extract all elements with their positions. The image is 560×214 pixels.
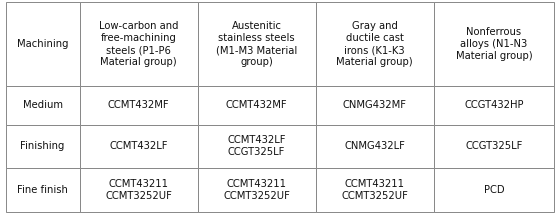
Bar	[6, 125, 80, 168]
Bar	[80, 86, 198, 125]
Bar	[433, 86, 554, 125]
Text: Gray and
ductile cast
irons (K1-K3
Material group): Gray and ductile cast irons (K1-K3 Mater…	[337, 21, 413, 67]
Text: CCMT43211
CCMT3252UF: CCMT43211 CCMT3252UF	[105, 179, 172, 201]
Bar	[316, 168, 433, 212]
Bar	[316, 86, 433, 125]
Text: Finishing: Finishing	[21, 141, 65, 151]
Text: Austenitic
stainless steels
(M1-M3 Material
group): Austenitic stainless steels (M1-M3 Mater…	[216, 21, 297, 67]
Bar	[433, 168, 554, 212]
Text: CCMT432LF: CCMT432LF	[109, 141, 168, 151]
Bar	[80, 2, 198, 86]
Bar	[198, 86, 316, 125]
Text: CCGT325LF: CCGT325LF	[465, 141, 522, 151]
Bar	[316, 2, 433, 86]
Text: CNMG432MF: CNMG432MF	[343, 100, 407, 110]
Text: CCMT43211
CCMT3252UF: CCMT43211 CCMT3252UF	[341, 179, 408, 201]
Bar	[198, 168, 316, 212]
Bar	[316, 125, 433, 168]
Bar	[6, 2, 80, 86]
Bar	[198, 2, 316, 86]
Text: CNMG432LF: CNMG432LF	[344, 141, 405, 151]
Text: CCMT432MF: CCMT432MF	[226, 100, 287, 110]
Text: Nonferrous
alloys (N1-N3
Material group): Nonferrous alloys (N1-N3 Material group)	[456, 27, 533, 61]
Text: PCD: PCD	[484, 185, 505, 195]
Text: CCMT43211
CCMT3252UF: CCMT43211 CCMT3252UF	[223, 179, 290, 201]
Bar	[6, 168, 80, 212]
Text: CCMT432LF
CCGT325LF: CCMT432LF CCGT325LF	[227, 135, 286, 157]
Bar	[6, 86, 80, 125]
Bar	[198, 125, 316, 168]
Bar	[80, 168, 198, 212]
Text: Machining: Machining	[17, 39, 68, 49]
Text: CCGT432HP: CCGT432HP	[464, 100, 524, 110]
Text: Fine finish: Fine finish	[17, 185, 68, 195]
Bar	[433, 125, 554, 168]
Text: Medium: Medium	[22, 100, 63, 110]
Bar	[433, 2, 554, 86]
Bar	[80, 125, 198, 168]
Text: CCMT432MF: CCMT432MF	[108, 100, 170, 110]
Text: Low-carbon and
free-machining
steels (P1-P6
Material group): Low-carbon and free-machining steels (P1…	[99, 21, 179, 67]
